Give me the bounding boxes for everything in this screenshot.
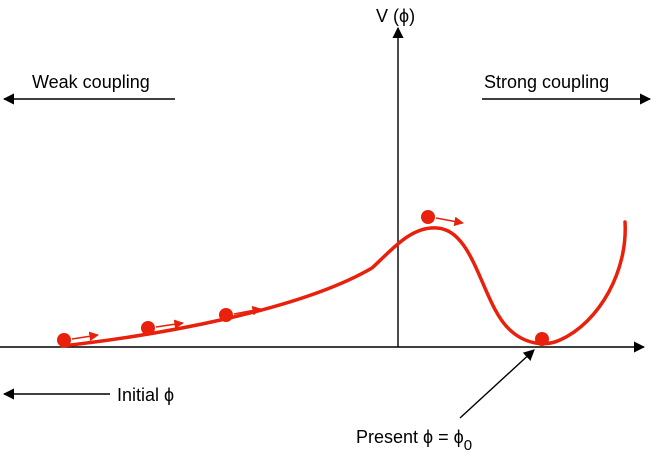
y-axis-label: V (ϕ) (376, 6, 415, 26)
strong-coupling-label: Strong coupling (484, 72, 609, 92)
present-phi-label: Present ϕ = ϕ0 (356, 427, 472, 454)
ball-2 (141, 319, 184, 335)
ball-1 (57, 331, 99, 347)
initial-phi-label: Initial ϕ (117, 385, 174, 405)
weak-coupling-label: Weak coupling (32, 72, 150, 92)
present-phi-subscript: 0 (464, 437, 472, 454)
ball-top (421, 210, 464, 227)
present-phi-arrow (459, 349, 535, 419)
ball-3 (219, 305, 262, 322)
ball-minimum (535, 332, 549, 346)
